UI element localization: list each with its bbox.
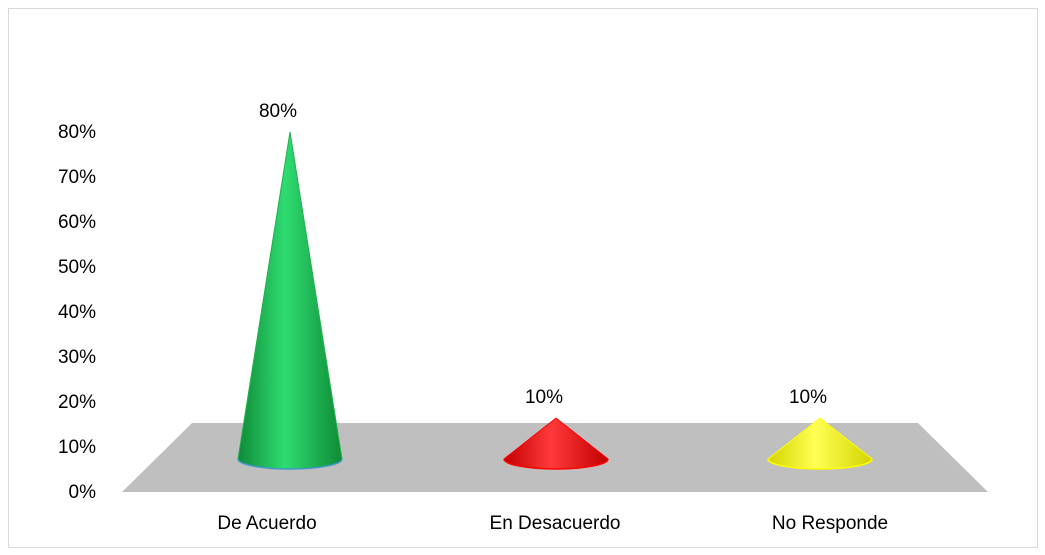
data-label: 80% [259,101,297,122]
y-axis-ticks: 0% 10% 20% 30% 40% 50% 60% 70% 80% [58,122,96,503]
y-tick-label: 60% [58,212,96,233]
y-tick-label: 30% [58,347,96,368]
y-tick-label: 0% [69,482,97,503]
y-tick-label: 40% [58,302,96,323]
data-label: 10% [525,387,563,408]
cone-base-rim [767,458,873,470]
cone-mark [503,417,609,470]
cone-mark [237,131,343,470]
y-tick-label: 20% [58,392,96,413]
data-label: 10% [789,387,827,408]
cone-mark [767,417,873,470]
x-category-label: No Responde [772,513,888,534]
x-category-label: En Desacuerdo [490,513,621,534]
cone-base-rim [503,458,609,470]
x-axis-labels: De Acuerdo En Desacuerdo No Responde [217,513,888,534]
y-tick-label: 80% [58,122,96,143]
x-category-label: De Acuerdo [217,513,316,534]
y-tick-label: 70% [58,167,96,188]
y-tick-label: 50% [58,257,96,278]
data-labels-group: 80% 10% 10% [259,101,827,408]
cone-base-rim [237,458,343,470]
y-tick-label: 10% [58,437,96,458]
cone-body [237,131,343,470]
cones-group [237,131,873,470]
